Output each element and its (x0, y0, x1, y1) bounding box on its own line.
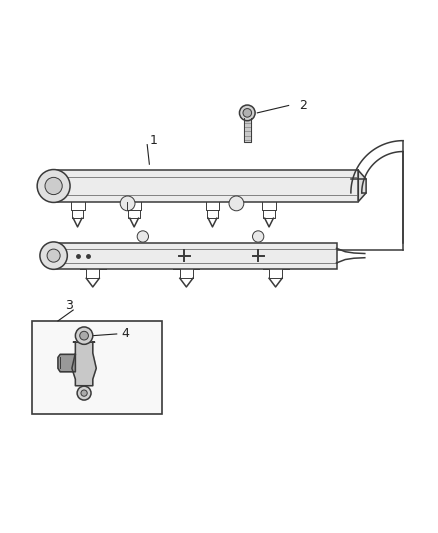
Bar (32, 321, 162, 415)
Polygon shape (358, 171, 366, 201)
Bar (53, 243, 336, 269)
Circle shape (77, 386, 91, 400)
Polygon shape (72, 342, 96, 386)
Text: 1: 1 (150, 134, 158, 147)
Circle shape (47, 249, 60, 262)
Bar (53, 171, 358, 201)
Circle shape (243, 109, 251, 117)
Circle shape (81, 390, 87, 396)
Circle shape (137, 231, 148, 242)
Text: 3: 3 (65, 299, 73, 312)
Text: 4: 4 (121, 327, 129, 341)
Circle shape (120, 196, 135, 211)
Text: 2: 2 (300, 99, 307, 112)
Circle shape (80, 332, 88, 340)
Circle shape (75, 327, 93, 344)
Polygon shape (244, 118, 251, 142)
Polygon shape (58, 354, 75, 372)
Circle shape (37, 169, 70, 203)
Circle shape (253, 231, 264, 242)
Circle shape (240, 105, 255, 120)
Circle shape (229, 196, 244, 211)
Circle shape (45, 177, 62, 195)
Circle shape (40, 242, 67, 269)
